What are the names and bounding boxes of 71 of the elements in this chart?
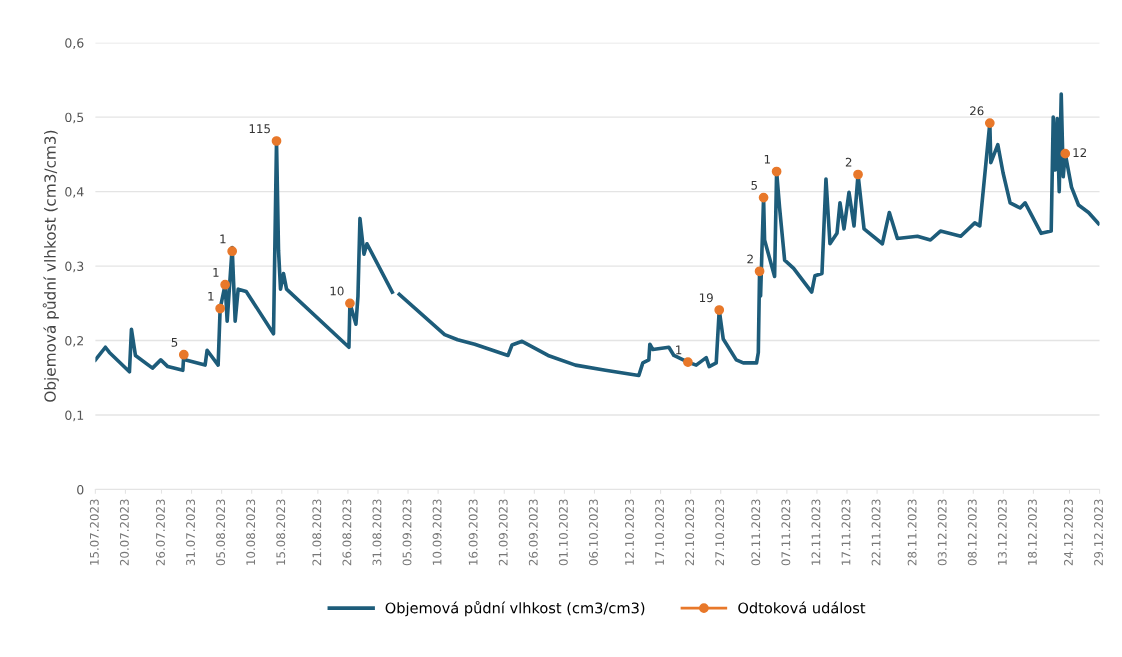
x-tick-label: 17.10.2023 <box>655 499 665 565</box>
x-tick-label: 15.07.2023 <box>89 499 99 565</box>
annotation: 12 <box>1073 148 1087 157</box>
x-tick-label: 05.08.2023 <box>216 499 226 566</box>
x-tick-label: 10.09.2023 <box>432 499 442 565</box>
annotation: 5 <box>171 338 178 347</box>
y-tick-label: 0,4 <box>65 187 84 198</box>
point <box>771 166 782 177</box>
annotation: 26 <box>970 106 984 116</box>
x-tick-label: 15.08.2023 <box>276 499 286 565</box>
x-tick-label: 12.11.2023 <box>811 499 821 565</box>
x-tick-label: 07.11.2023 <box>781 499 791 566</box>
x-tick-label: 22.11.2023 <box>871 499 881 566</box>
point <box>754 266 765 277</box>
x-tick-label: 10.08.2023 <box>246 499 256 565</box>
annotation: 1 <box>208 291 214 301</box>
point <box>853 169 863 180</box>
x-tick-label: 12.10.2023 <box>625 499 634 565</box>
x-tick-label: 26.08.2023 <box>342 499 352 566</box>
annotation: 5 <box>751 180 757 190</box>
x-tick-label: 31.08.2023 <box>372 499 382 566</box>
x-tick-label: 24.12.2023 <box>1063 499 1073 566</box>
annotation: 2 <box>845 157 852 167</box>
x-tick-label: 29.12.2023 <box>1094 499 1103 566</box>
point <box>714 305 725 315</box>
x-tick-label: 02.11.2023 <box>751 499 761 566</box>
x-tick-label: 13.12.2023 <box>997 499 1007 565</box>
x-tick-label: 01.10.2023 <box>558 499 568 566</box>
y-axis-title: Objemová půdní vlhkost (cm3/cm3) <box>42 130 59 402</box>
point <box>178 349 189 360</box>
x-tick-label: 31.07.2023 <box>186 499 196 566</box>
x-tick-label: 05.09.2023 <box>402 499 412 566</box>
x-tick-label: 21.09.2023 <box>498 499 508 566</box>
x-tick-label: 16.09.2023 <box>468 499 478 565</box>
point <box>271 136 282 146</box>
annotation: 10 <box>330 286 344 296</box>
annotation: 2 <box>747 254 753 264</box>
x-tick-label: 03.12.2023 <box>937 499 947 566</box>
legend-label: Objemová půdní vlhkost (cm3/cm3) <box>385 600 645 617</box>
y-tick-label: 0 <box>77 484 84 495</box>
legend-label: Odtoková událost <box>738 601 866 614</box>
x-tick-label: 18.12.2023 <box>1027 499 1037 565</box>
annotation: 1 <box>676 345 682 355</box>
x-tick-label: 08.12.2023 <box>967 499 977 566</box>
point <box>984 118 995 128</box>
point <box>1060 148 1071 159</box>
x-tick-label: 20.07.2023 <box>119 499 129 566</box>
point <box>220 279 231 290</box>
annotation: 19 <box>699 293 713 303</box>
point <box>227 246 238 257</box>
point <box>345 298 355 309</box>
x-tick-label: 26.09.2023 <box>528 499 538 566</box>
annotation: 1 <box>213 268 219 277</box>
y-tick-label: 0,2 <box>65 336 84 347</box>
y-tick-label: 0,3 <box>65 261 84 273</box>
y-tick-label: 0,6 <box>65 38 84 49</box>
annotation: 1 <box>764 154 770 164</box>
x-tick-label: 22.10.2023 <box>685 499 695 566</box>
x-tick-label: 17.11.2023 <box>841 499 851 565</box>
x-tick-label: 06.10.2023 <box>588 499 598 566</box>
y-tick-label: 0,1 <box>65 410 84 422</box>
y-tick-label: 0,5 <box>65 112 84 124</box>
point <box>758 192 769 203</box>
x-tick-label: 27.10.2023 <box>715 499 725 566</box>
x-tick-label: 28.11.2023 <box>907 499 917 566</box>
x-tick-label: 26.07.2023 <box>156 499 165 566</box>
x-tick-label: 21.08.2023 <box>312 499 322 566</box>
point <box>683 357 693 368</box>
annotation: 115 <box>249 124 270 134</box>
point <box>215 303 226 314</box>
annotation: 1 <box>220 234 226 244</box>
